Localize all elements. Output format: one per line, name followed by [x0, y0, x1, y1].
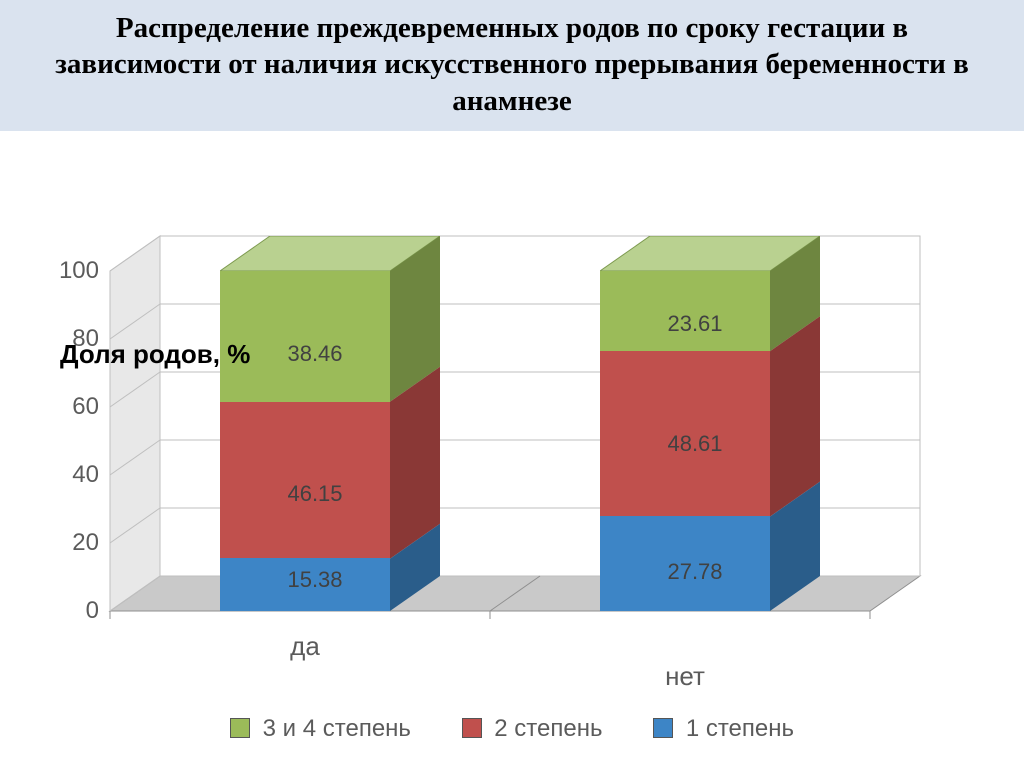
legend-item-1: 1 степень: [653, 715, 794, 743]
bar-da-val1: 15.38: [230, 567, 400, 593]
legend-label-2: 2 степень: [494, 715, 602, 742]
legend-label-1: 1 степень: [686, 715, 794, 742]
ytick-0: 0: [39, 597, 99, 625]
bar-da-val2: 46.15: [230, 481, 400, 507]
bar-net-val2: 48.61: [610, 431, 780, 457]
chart-title: Распределение преждевременных родов по с…: [0, 0, 1024, 131]
ytick-60: 60: [39, 393, 99, 421]
bar-net-side: [770, 236, 820, 611]
bar-da-val3: 38.46: [230, 341, 400, 367]
legend-label-3-4: 3 и 4 степень: [263, 715, 411, 742]
bar-net-val3: 23.61: [610, 311, 780, 337]
ytick-100: 100: [39, 257, 99, 285]
bar-net-val1: 27.78: [610, 559, 780, 585]
chart-area: 0 20 40 60 80 100 Доля родов, % 38.46 46…: [0, 131, 1024, 751]
category-label-net: нет: [585, 661, 785, 692]
legend-swatch-3-4: [230, 718, 250, 738]
category-label-da: да: [205, 631, 405, 662]
ytick-20: 20: [39, 529, 99, 557]
bar-da-side: [390, 236, 440, 611]
legend: 3 и 4 степень 2 степень 1 степень: [0, 715, 1024, 743]
legend-item-2: 2 степень: [462, 715, 603, 743]
legend-swatch-1: [653, 718, 673, 738]
bar-da-seg3: [220, 271, 390, 402]
legend-swatch-2: [462, 718, 482, 738]
legend-item-3-4: 3 и 4 степень: [230, 715, 411, 743]
chart-grid: [60, 221, 980, 671]
ytick-40: 40: [39, 461, 99, 489]
y-axis-label: Доля родов, %: [60, 339, 250, 370]
